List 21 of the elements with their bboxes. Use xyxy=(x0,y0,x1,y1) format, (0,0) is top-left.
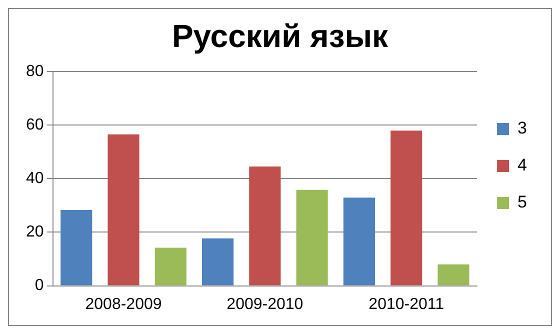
bar xyxy=(60,210,92,286)
bar xyxy=(390,130,422,286)
legend-label: 4 xyxy=(518,156,528,175)
x-tick-label: 2008-2009 xyxy=(85,296,162,313)
y-tick-label: 80 xyxy=(26,62,44,80)
x-tick-label: 2009-2010 xyxy=(226,296,304,313)
x-tick-label: 2010-2011 xyxy=(368,296,444,313)
y-tick-label: 20 xyxy=(26,224,44,241)
bar xyxy=(438,264,470,286)
legend-label: 5 xyxy=(518,192,528,212)
y-tick-label: 40 xyxy=(26,170,44,188)
bar xyxy=(108,134,140,286)
chart-title: Русский язык xyxy=(172,18,390,54)
bar xyxy=(296,190,328,286)
y-tick-label: 0 xyxy=(34,277,44,294)
bar xyxy=(202,238,234,286)
bar xyxy=(249,166,281,286)
y-tick-label: 60 xyxy=(26,116,44,134)
bar xyxy=(343,198,375,286)
bar xyxy=(154,248,186,286)
legend-label: 3 xyxy=(518,118,528,138)
